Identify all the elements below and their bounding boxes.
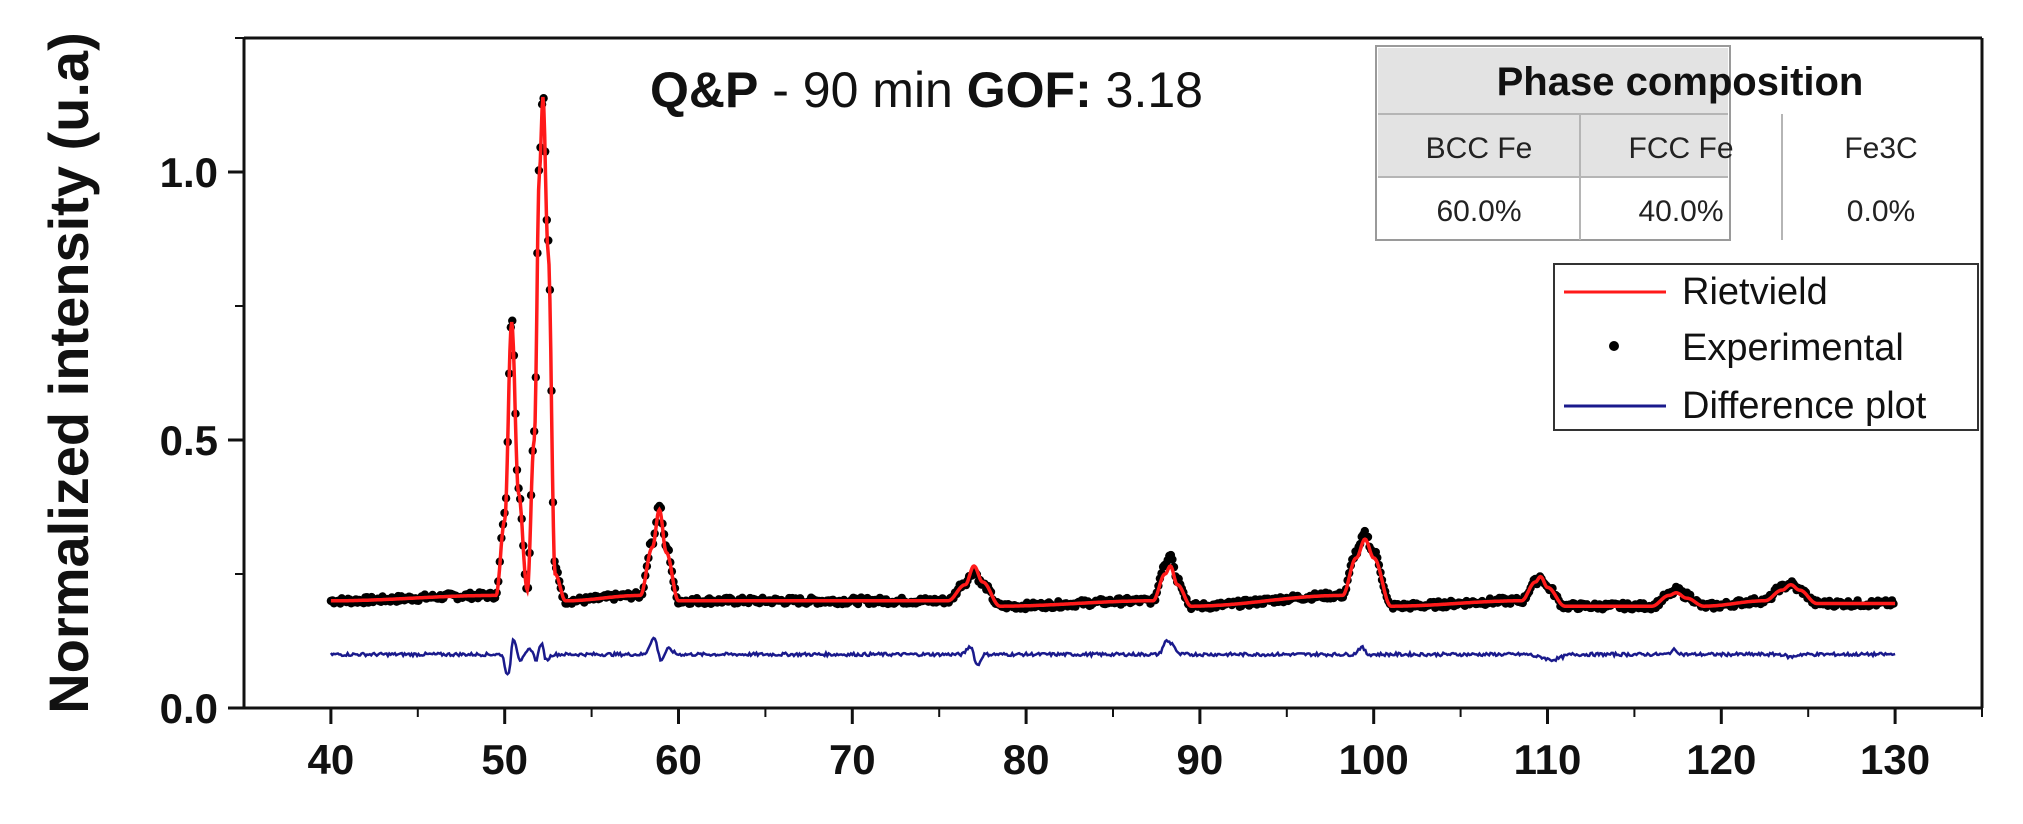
x-tick-label: 80 — [1003, 736, 1050, 783]
table-header-bg — [1378, 48, 1728, 114]
y-tick-label: 0.0 — [160, 685, 218, 732]
title-sample-bold: Q&P — [650, 62, 758, 118]
table-column-header: Fe3C — [1844, 132, 1917, 165]
legend-label: Difference plot — [1682, 385, 1927, 427]
x-tick-label: 100 — [1339, 736, 1409, 783]
x-tick-label: 120 — [1686, 736, 1756, 783]
x-tick-label: 40 — [308, 736, 355, 783]
table-cell-value: 0.0% — [1847, 195, 1915, 228]
legend-swatch-experimental — [1609, 341, 1619, 351]
legend: Rietvield Experimental Difference plot — [1553, 263, 1979, 431]
x-tick-label: 70 — [829, 736, 876, 783]
y-tick-label: 0.5 — [160, 417, 218, 464]
x-ticks: 40 50 60 70 80 90 100 110 120 130 — [308, 708, 1983, 783]
x-tick-label: 50 — [481, 736, 528, 783]
chart-title: Q&P - 90 min GOF: 3.18 — [650, 62, 1203, 118]
title-gof-label: GOF: — [967, 62, 1092, 118]
y-axis-label: Normalized intensity (u.a) — [37, 32, 100, 713]
table-column-header: BCC Fe — [1426, 132, 1533, 165]
legend-label: Experimental — [1682, 327, 1904, 369]
series-difference-plot — [329, 636, 1896, 676]
x-tick-label: 110 — [1514, 736, 1582, 783]
title-gof-value: 3.18 — [1092, 62, 1203, 118]
table-cell-value: 60.0% — [1436, 195, 1521, 228]
series-layer — [326, 94, 1898, 676]
experimental-point — [1168, 555, 1177, 564]
title-sample-rest: - 90 min — [758, 62, 966, 118]
table-cell-value: 40.0% — [1638, 195, 1723, 228]
table-header: Phase composition — [1497, 60, 1864, 104]
phase-composition-table: Phase composition BCC Fe FCC Fe Fe3C 60.… — [1375, 45, 1918, 241]
table-column-header: FCC Fe — [1629, 132, 1734, 165]
legend-label: Rietvield — [1682, 271, 1828, 313]
x-tick-label: 130 — [1860, 736, 1930, 783]
x-tick-label: 60 — [655, 736, 702, 783]
table-columns-bg — [1378, 115, 1728, 177]
x-tick-label: 90 — [1177, 736, 1224, 783]
y-ticks: 0.0 0.5 1.0 — [160, 37, 244, 732]
series-rietvield — [330, 96, 1896, 608]
y-tick-label: 1.0 — [160, 149, 218, 196]
